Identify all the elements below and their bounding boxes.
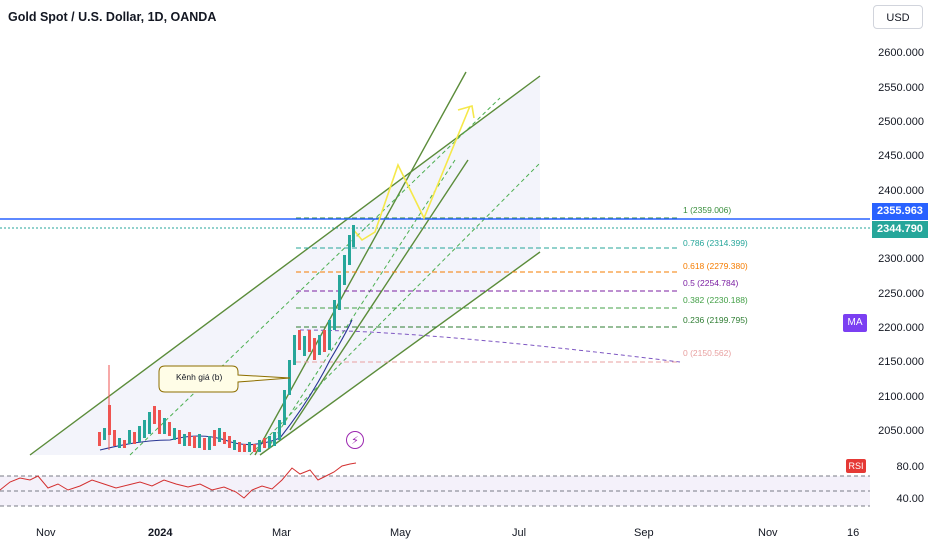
fib-label-1: 1 (2359.006)	[683, 205, 732, 215]
callout-label: Kênh giá (b)	[176, 372, 223, 382]
chart-canvas	[0, 71, 870, 507]
x-tick-label: Sep	[634, 527, 654, 539]
current-price-tag: 2355.963	[872, 203, 928, 220]
fib-label-05: 0.5 (2254.784)	[683, 278, 739, 288]
rsi-indicator-badge[interactable]: RSI	[846, 459, 866, 473]
currency-button[interactable]: USD	[873, 5, 923, 29]
channel-line-lower	[259, 251, 541, 456]
x-tick-label: 16	[847, 527, 860, 539]
fib-label-0: 0 (2150.562)	[683, 348, 732, 358]
ma-indicator-badge[interactable]: MA	[843, 314, 867, 332]
channel-line-upper	[29, 75, 541, 456]
secondary-price-tag: 2344.790	[872, 221, 928, 238]
x-tick-label: Nov	[758, 527, 778, 539]
channel-dashed-1	[129, 97, 501, 456]
candles	[98, 225, 355, 452]
channel-dashed-2	[249, 162, 541, 456]
fib-label-0786: 0.786 (2314.399)	[683, 238, 748, 248]
lightning-icon[interactable]: ⚡	[346, 431, 364, 449]
y-tick-label: 2250.000	[878, 288, 924, 300]
y-tick-label: 2150.000	[878, 356, 924, 368]
chart-area[interactable]: Gold Spot / U.S. Dollar, 1D, OANDA 1 (23…	[0, 0, 870, 515]
projection-path	[351, 105, 471, 242]
rsi-tick-label: 40.00	[896, 493, 924, 505]
y-tick-label: 2550.000	[878, 82, 924, 94]
ma-projection-line	[299, 329, 681, 363]
y-tick-label: 2200.000	[878, 322, 924, 334]
x-tick-label: May	[390, 527, 411, 539]
x-tick-label: Jul	[512, 527, 527, 539]
y-tick-label: 2600.000	[878, 47, 924, 59]
y-tick-label: 2400.000	[878, 185, 924, 197]
fib-label-0618: 0.618 (2279.380)	[683, 261, 748, 271]
chart-title: Gold Spot / U.S. Dollar, 1D, OANDA	[8, 10, 217, 24]
y-tick-label: 2300.000	[878, 253, 924, 265]
y-tick-label: 2100.000	[878, 391, 924, 403]
y-tick-label: 2450.000	[878, 150, 924, 162]
fib-label-0236: 0.236 (2199.795)	[683, 315, 748, 325]
channel-dashed-3	[269, 159, 456, 446]
x-tick-label: Nov	[36, 527, 56, 539]
y-tick-label: 2050.000	[878, 425, 924, 437]
projection-arrowhead	[457, 104, 475, 119]
rsi-tick-label: 80.00	[896, 461, 924, 473]
fib-label-0382: 0.382 (2230.188)	[683, 295, 748, 305]
x-tick-label: Mar	[272, 527, 291, 539]
callout-bubble	[158, 365, 291, 393]
rsi-line	[0, 462, 357, 499]
x-tick-label: 2024	[148, 527, 173, 539]
y-tick-label: 2500.000	[878, 116, 924, 128]
